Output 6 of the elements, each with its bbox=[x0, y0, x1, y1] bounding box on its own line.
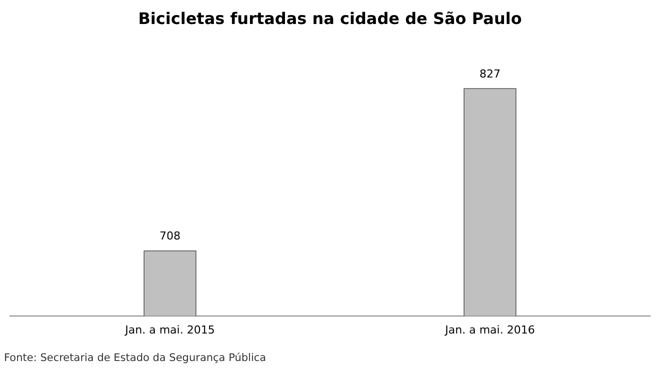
data-label: 708 bbox=[160, 230, 180, 243]
x-tick-label: Jan. a mai. 2016 bbox=[444, 323, 535, 336]
x-tick-label: Jan. a mai. 2015 bbox=[124, 323, 215, 336]
chart-title: Bicicletas furtadas na cidade de São Paulo bbox=[138, 8, 522, 28]
data-label: 827 bbox=[480, 68, 500, 81]
annotation: Fonte: Secretaria de Estado da Segurança Pública bbox=[3, 352, 266, 364]
